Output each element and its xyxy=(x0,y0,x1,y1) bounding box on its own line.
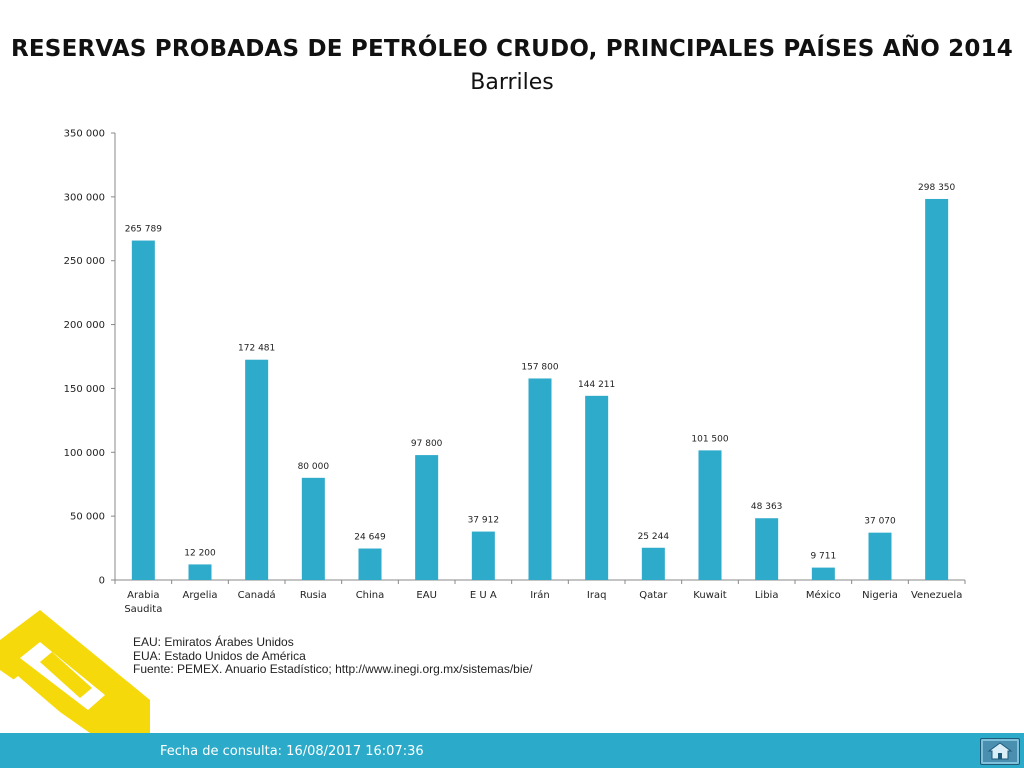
x-tick-label: Arabia Saudita xyxy=(124,590,162,615)
data-label: 9 711 xyxy=(810,552,836,562)
bar xyxy=(415,455,439,580)
data-label: 48 363 xyxy=(751,502,783,512)
bar xyxy=(301,477,325,580)
data-label: 144 211 xyxy=(578,380,615,390)
bar xyxy=(358,548,382,580)
x-tick-label: Qatar xyxy=(639,590,668,601)
x-tick-label: Argelia xyxy=(183,590,218,601)
x-tick-label: Canadá xyxy=(238,589,276,601)
data-label: 172 481 xyxy=(238,344,275,354)
data-label: 37 912 xyxy=(468,516,500,526)
data-label: 157 800 xyxy=(521,362,558,372)
y-tick-label: 0 xyxy=(99,576,105,587)
x-tick-label: Venezuela xyxy=(911,590,962,601)
home-button[interactable] xyxy=(980,738,1020,765)
footer-bar: Fecha de consulta: 16/08/2017 16:07:36 xyxy=(0,733,1024,768)
x-tick-label: Libia xyxy=(755,590,779,601)
y-tick-label: 50 000 xyxy=(70,512,105,523)
bar xyxy=(245,359,269,580)
note-source: Fuente: PEMEX. Anuario Estadístico; http… xyxy=(133,662,533,676)
bar xyxy=(528,378,552,580)
x-tick-label: China xyxy=(356,590,385,601)
chart-notes: EAU: Emiratos Árabes Unidos EUA: Estado … xyxy=(133,635,533,677)
bar xyxy=(131,240,155,580)
data-label: 101 500 xyxy=(691,434,728,444)
x-tick-label: México xyxy=(806,589,841,601)
data-label: 97 800 xyxy=(411,439,443,449)
chart-subtitle: Barriles xyxy=(470,70,554,95)
consult-date: Fecha de consulta: 16/08/2017 16:07:36 xyxy=(160,744,424,759)
y-tick-label: 100 000 xyxy=(64,448,105,459)
inegi-logo xyxy=(0,610,150,740)
bar-chart: 0 50 000 100 000 150 000 200 000 250 000 300 0… xyxy=(64,129,966,615)
bar xyxy=(641,547,665,580)
bar xyxy=(471,531,495,580)
x-tick-label: Iraq xyxy=(587,590,607,601)
y-tick-label: 250 000 xyxy=(64,256,105,267)
note-eua: EUA: Estado Unidos de América xyxy=(133,648,306,663)
bar xyxy=(811,567,835,580)
data-label: 25 244 xyxy=(638,532,670,542)
data-label: 298 350 xyxy=(918,183,955,193)
y-tick-label: 350 000 xyxy=(64,129,105,140)
x-tick-label: Nigeria xyxy=(862,590,898,601)
data-label: 12 200 xyxy=(184,548,216,558)
x-tick-label: Kuwait xyxy=(693,590,726,601)
chart-title: RESERVAS PROBADAS DE PETRÓLEO CRUDO, PRI… xyxy=(10,36,1013,62)
bar xyxy=(698,450,722,580)
bar xyxy=(188,564,212,580)
x-tick-label: Rusia xyxy=(300,590,327,601)
data-label: 265 789 xyxy=(125,225,162,235)
bar xyxy=(868,532,892,580)
bar xyxy=(925,198,949,581)
y-tick-label: 150 000 xyxy=(64,384,105,395)
note-eau: EAU: Emiratos Árabes Unidos xyxy=(133,635,294,649)
x-tick-label: Irán xyxy=(530,589,550,601)
y-tick-label: 300 000 xyxy=(64,192,105,203)
x-tick-label: E U A xyxy=(470,590,497,601)
data-label: 37 070 xyxy=(864,517,896,527)
data-label: 24 649 xyxy=(354,533,386,543)
bar xyxy=(755,518,779,580)
data-label: 80 000 xyxy=(298,462,330,472)
bar xyxy=(585,395,609,580)
y-tick-label: 200 000 xyxy=(64,320,105,331)
x-tick-label: EAU xyxy=(416,590,436,601)
home-icon xyxy=(987,742,1013,760)
